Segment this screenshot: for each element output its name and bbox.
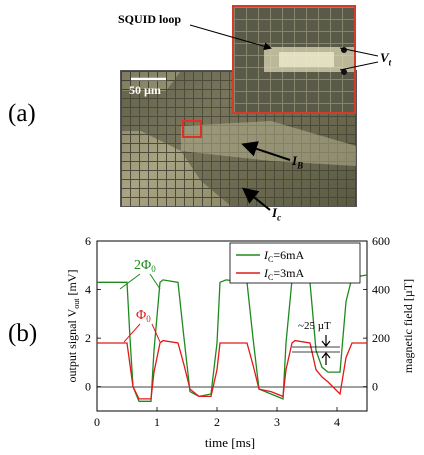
scale-bar-label: 50 µm	[129, 83, 161, 97]
phi-arrow-right	[151, 323, 161, 343]
ic-label: Ic	[272, 205, 282, 223]
vt-line-bottom	[339, 61, 379, 71]
field-step-label: ~25 µT	[298, 320, 331, 332]
panel-a-annotations	[189, 24, 379, 211]
inset-shapes	[264, 47, 354, 75]
x-tick-label-2: 2	[214, 415, 220, 429]
y-right-tick-label-2: 400	[372, 283, 390, 297]
y-right-tick-label-0: 0	[372, 380, 378, 394]
legend-label-3ma: IC=3mA	[263, 266, 304, 282]
x-tick-label-1: 1	[154, 415, 160, 429]
panel-a-label: (a)	[8, 100, 36, 127]
vt-label: Vt	[380, 50, 392, 68]
y-right-tick-label-3: 600	[372, 234, 390, 248]
y-left-tick-label-3: 6	[85, 234, 91, 248]
series-line-1	[97, 339, 367, 400]
squid-inset-image	[232, 5, 356, 114]
two-phi-label: 2Φ0	[134, 258, 156, 274]
phi-label: Φ0	[136, 308, 151, 324]
legend-label-6ma: IC=6mA	[263, 248, 304, 264]
x-tick-label-4: 4	[334, 415, 340, 429]
signal-chart: 0 1 2 3 4 0 2 4 6 0 200 400 600 time [ms] output sig…	[65, 234, 415, 450]
ib-arrow	[241, 141, 291, 161]
panel-b-label: (b)	[8, 320, 38, 347]
y-left-tick-label-1: 2	[85, 331, 91, 345]
x-tick-label-3: 3	[274, 415, 280, 429]
ic-arrow	[241, 187, 271, 211]
field-step-arrow-up	[321, 352, 331, 365]
series-layer	[97, 274, 368, 402]
y-left-tick-label-0: 0	[85, 380, 91, 394]
phi-arrow-left	[123, 323, 141, 343]
plot-frame	[96, 240, 368, 412]
two-phi-arrow-right	[149, 273, 161, 290]
ib-label: IB	[292, 153, 304, 171]
squid-loop-label: SQUID loop	[118, 12, 182, 26]
two-phi-arrow-left	[119, 273, 141, 290]
y-axis-right-title: magnetic field [µT]	[401, 279, 415, 373]
y-axis-left-title: output signal Vout [mV]	[65, 269, 81, 382]
y-left-tick-label-2: 4	[85, 283, 91, 297]
field-step-arrow-down	[321, 335, 331, 347]
zoom-region-marker	[182, 120, 202, 138]
x-tick-label-0: 0	[94, 415, 100, 429]
tick-layer: 0 1 2 3 4 0 2 4 6 0 200 400 600	[85, 234, 390, 429]
vt-line-top	[339, 47, 379, 57]
x-axis-title: time [ms]	[205, 435, 255, 450]
legend: IC=6mA IC=3mA	[229, 242, 361, 284]
squid-arrow	[189, 24, 272, 51]
y-right-tick-label-1: 200	[372, 331, 390, 345]
